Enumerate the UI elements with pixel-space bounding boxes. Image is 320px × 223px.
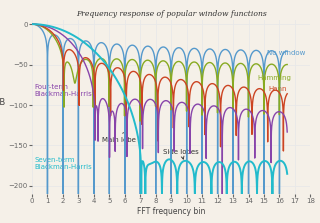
X-axis label: FFT frequency bin: FFT frequency bin [137, 207, 205, 216]
Title: Frequency response of popular window functions: Frequency response of popular window fun… [76, 10, 267, 18]
Text: Hann: Hann [269, 86, 287, 92]
Y-axis label: dB: dB [0, 98, 6, 107]
Text: Hamming: Hamming [258, 75, 292, 81]
Text: Side lobes: Side lobes [164, 149, 199, 159]
Text: Four-term
Blackman-Harris: Four-term Blackman-Harris [34, 84, 92, 97]
Text: No window: No window [267, 50, 306, 56]
Text: Seven-term
Blackman-Harris: Seven-term Blackman-Harris [34, 157, 92, 170]
Text: Main lobe: Main lobe [102, 132, 135, 143]
